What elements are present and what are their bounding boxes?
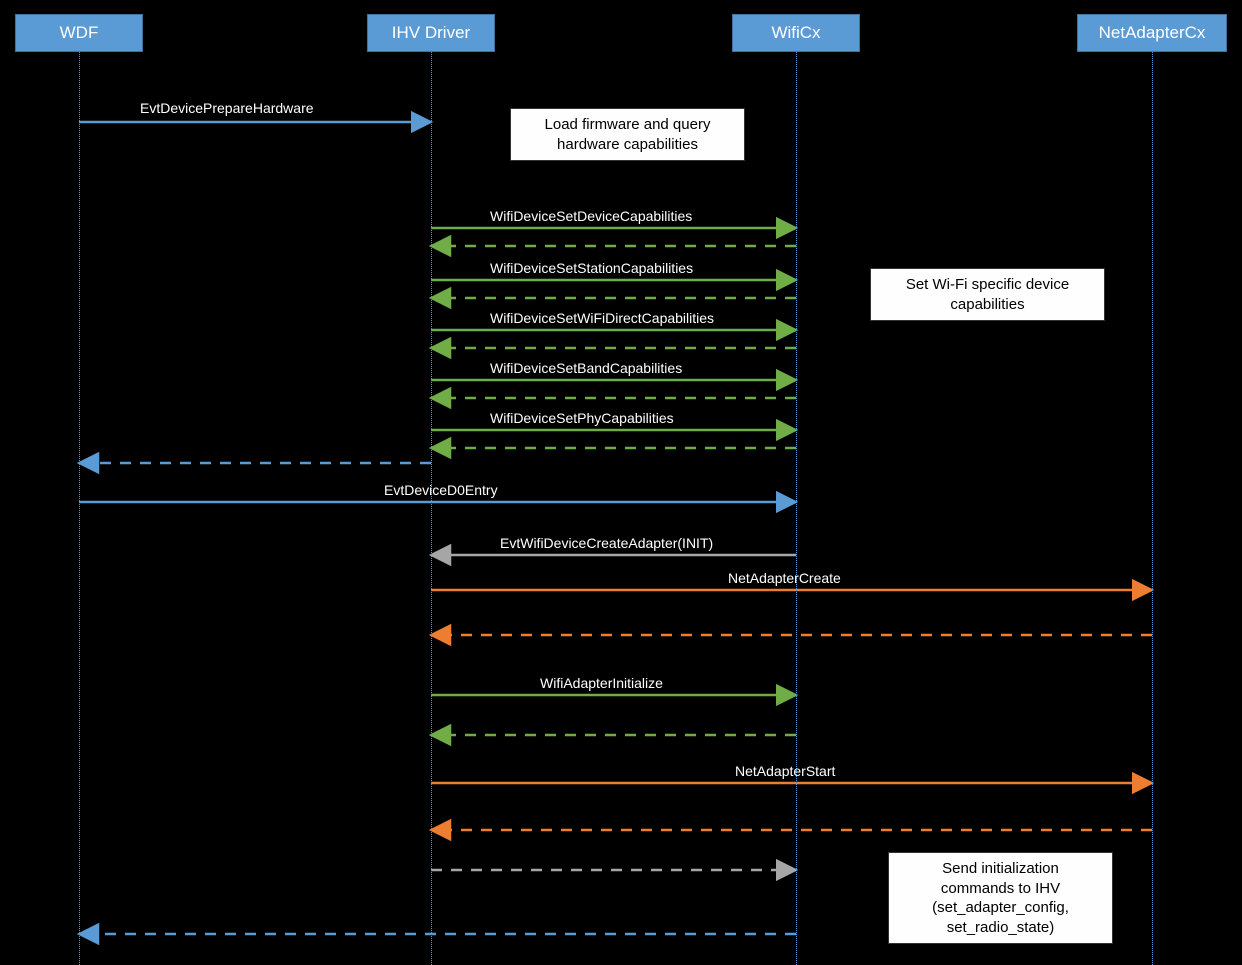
message-label-1: WifiDeviceSetDeviceCapabilities: [490, 208, 692, 224]
participant-wdf: WDF: [15, 14, 143, 52]
message-label-5: WifiDeviceSetWiFiDirectCapabilities: [490, 310, 714, 326]
message-label-14: NetAdapterCreate: [728, 570, 841, 586]
message-label-9: WifiDeviceSetPhyCapabilities: [490, 410, 674, 426]
message-label-18: NetAdapterStart: [735, 763, 835, 779]
lifeline-wificx: [796, 50, 797, 965]
message-label-12: EvtDeviceD0Entry: [384, 482, 498, 498]
message-label-3: WifiDeviceSetStationCapabilities: [490, 260, 693, 276]
message-label-7: WifiDeviceSetBandCapabilities: [490, 360, 682, 376]
note-0: Load firmware and queryhardware capabili…: [510, 108, 745, 161]
participant-netcx: NetAdapterCx: [1077, 14, 1227, 52]
note-2: Send initializationcommands to IHV(set_a…: [888, 852, 1113, 944]
lifeline-ihv: [431, 50, 432, 965]
participant-ihv: IHV Driver: [367, 14, 495, 52]
lifeline-netcx: [1152, 50, 1153, 965]
message-label-16: WifiAdapterInitialize: [540, 675, 663, 691]
participant-wificx: WifiCx: [732, 14, 860, 52]
note-1: Set Wi-Fi specific devicecapabilities: [870, 268, 1105, 321]
message-label-0: EvtDevicePrepareHardware: [140, 100, 314, 116]
message-label-13: EvtWifiDeviceCreateAdapter(INIT): [500, 535, 713, 551]
lifeline-wdf: [79, 50, 80, 965]
